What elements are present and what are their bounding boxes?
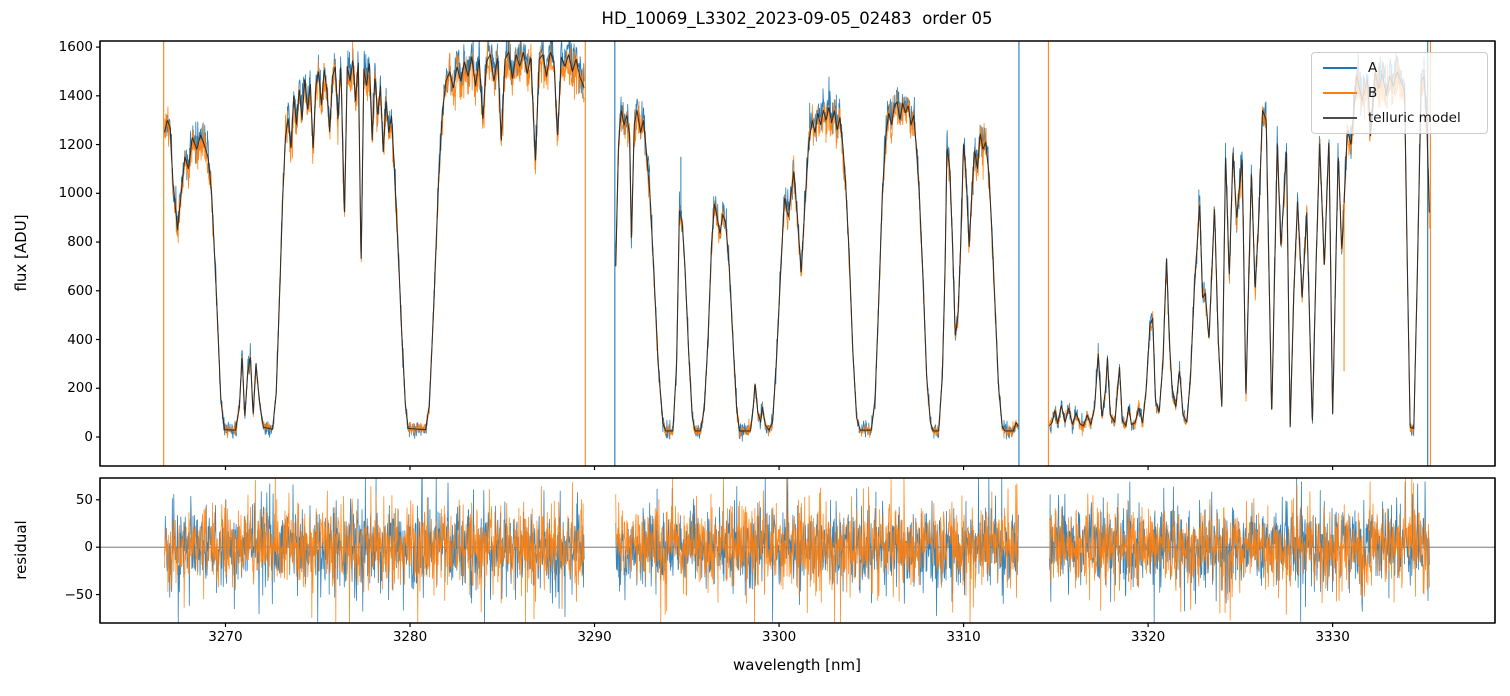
x-tick-label-3270: 3270 [208, 629, 243, 645]
legend-line-telluric-icon [1323, 116, 1357, 119]
flux-tick-label-800: 800 [67, 234, 93, 251]
x-tick-label-3320: 3320 [1130, 629, 1166, 645]
x-tick-label-3300: 3300 [761, 629, 797, 645]
residual-tick-label--50: −50 [64, 586, 94, 603]
residual-tick-label-0: 0 [84, 539, 93, 556]
legend-label-telluric: telluric model [1368, 109, 1461, 126]
flux-tick-label-400: 400 [67, 331, 93, 348]
flux-tick-label-0: 0 [84, 429, 93, 445]
flux-tick-label-1000: 1000 [58, 185, 93, 202]
legend-line-B-icon [1323, 91, 1357, 94]
plot-title: HD_10069_L3302_2023-09-05_02483 order 05 [601, 9, 993, 28]
flux-tick-label-1600: 1600 [58, 39, 93, 56]
legend-item-A: A [1312, 60, 1487, 76]
x-tick-label-3280: 3280 [392, 629, 428, 645]
x-tick-label-3330: 3330 [1315, 629, 1350, 645]
flux-axis-label: flux [ADU] [12, 214, 30, 292]
x-axis-label: wavelength [nm] [733, 656, 861, 674]
flux-tick-label-1200: 1200 [58, 136, 93, 153]
legend-item-B: B [1312, 85, 1487, 101]
legend-line-A-icon [1323, 67, 1357, 70]
x-tick-label-3310: 3310 [946, 629, 981, 645]
flux-tick-label-600: 600 [67, 282, 93, 299]
residual-axis-label: residual [12, 520, 30, 580]
flux-tick-label-200: 200 [67, 380, 93, 397]
residual-tick-label-50: 50 [75, 491, 93, 508]
legend-item-telluric-model: telluric model [1312, 110, 1487, 126]
legend: A B telluric model [1311, 52, 1488, 134]
x-tick-label-3290: 3290 [577, 629, 612, 645]
flux-tick-label-1400: 1400 [58, 87, 93, 104]
legend-label-B: B [1368, 84, 1378, 101]
legend-label-A: A [1368, 60, 1378, 77]
